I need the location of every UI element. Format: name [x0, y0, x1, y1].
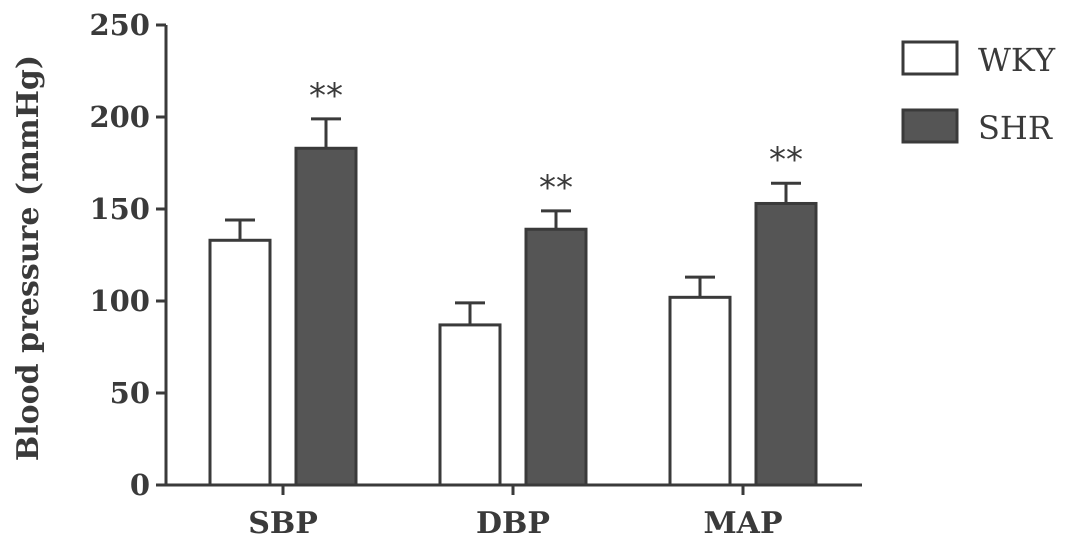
bar-shr-sbp [294, 146, 358, 487]
bar-shr-dbp [524, 227, 588, 487]
y-tick-label: 0 [130, 468, 150, 502]
bars: ** ** ** [208, 76, 818, 487]
legend-label-wky: WKY [978, 41, 1056, 79]
bar-wky-dbp [438, 323, 502, 487]
y-tick-label: 50 [110, 376, 150, 410]
axes: 0 50 100 150 200 250 SBP DBP MAP [89, 8, 862, 541]
legend-swatch-shr [901, 108, 959, 144]
y-tick-label: 250 [89, 8, 150, 42]
x-tick-label: MAP [703, 506, 782, 541]
x-tick-label: SBP [248, 506, 318, 541]
y-tick-label: 100 [89, 284, 150, 318]
bar-wky-map [668, 295, 732, 487]
y-tick-label: 150 [89, 192, 150, 226]
y-axis-label: Blood pressure (mmHg) [11, 55, 46, 461]
significance-marker: ** [539, 168, 573, 208]
legend-swatch-wky [901, 40, 959, 76]
legend-label-shr: SHR [978, 109, 1053, 147]
significance-marker: ** [769, 140, 803, 180]
legend: WKY SHR [901, 40, 1056, 147]
x-tick-label: DBP [476, 506, 550, 541]
significance-marker: ** [309, 76, 343, 116]
y-tick-label: 200 [89, 100, 150, 134]
bar-shr-map [754, 201, 818, 487]
bar-wky-sbp [208, 238, 272, 487]
